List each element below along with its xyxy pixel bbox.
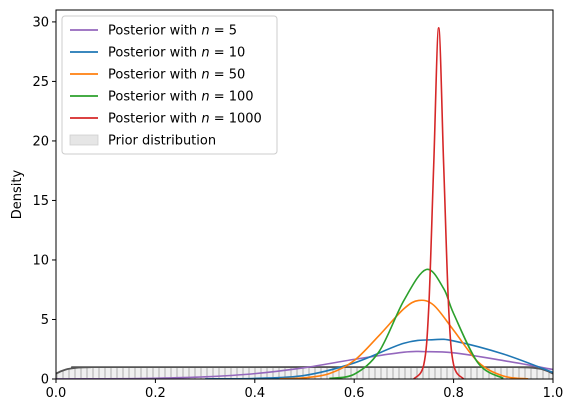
legend-box [61,15,278,155]
y-axis-label: Density [10,169,25,219]
x-tick-label: 0.4 [244,386,265,401]
posterior-line-4 [329,268,504,379]
y-tick-label: 10 [32,253,49,268]
posterior-line-2 [205,338,553,379]
x-tick-label: 0.6 [344,386,365,401]
legend-entry-prior: Prior distribution [108,134,216,149]
x-axis-ticks: 0.0 0.2 0.4 0.6 0.8 1.0 [46,379,564,401]
y-tick-label: 5 [41,313,49,328]
y-tick-label: 20 [32,134,49,149]
series-layer [56,27,553,379]
legend: Posterior with n = 5 Posterior with n = 1… [61,15,278,155]
x-tick-label: 1.0 [543,386,564,401]
legend-entry: Posterior with n = 100 [108,90,254,105]
posterior-line-5 [413,27,465,379]
legend-entry: Posterior with n = 5 [108,24,237,39]
x-tick-label: 0.2 [145,386,166,401]
legend-entry: Posterior with n = 10 [108,46,245,61]
y-axis-ticks: 0 5 10 15 20 25 30 [32,15,56,388]
x-tick-label: 0.0 [46,386,67,401]
legend-entry: Posterior with n = 1000 [108,112,262,127]
axes-frame [55,9,554,380]
y-tick-label: 15 [32,194,49,209]
posterior-line-1 [56,350,553,379]
y-tick-label: 25 [32,75,49,90]
y-tick-label: 0 [41,373,49,388]
y-tick-label: 30 [32,15,49,30]
x-tick-label: 0.8 [443,386,464,401]
posterior-line-3 [279,299,529,379]
prior-area [56,367,553,379]
legend-swatch-prior [69,134,99,146]
legend-entry: Posterior with n = 50 [108,68,245,83]
